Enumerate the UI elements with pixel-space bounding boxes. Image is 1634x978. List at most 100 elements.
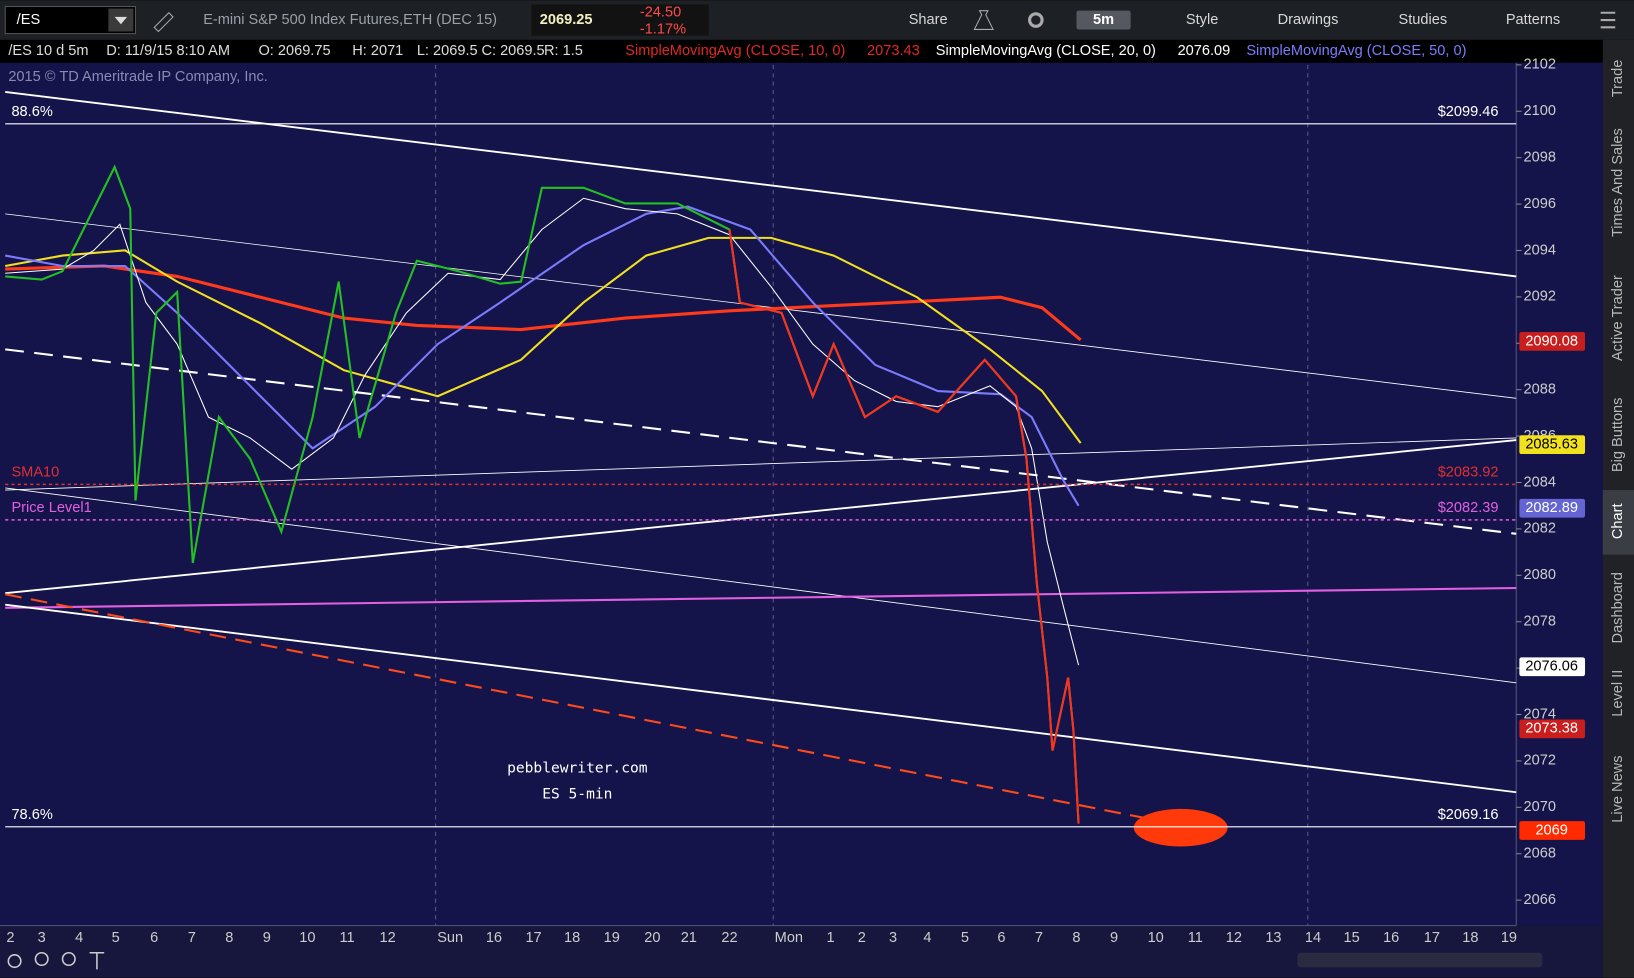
price-path: [728, 229, 1080, 824]
level-label: SMA10: [11, 465, 59, 481]
study-label: SimpleMovingAvg (CLOSE, 20, 0): [936, 43, 1156, 59]
x-tick-label: 3: [889, 930, 897, 946]
info-item: L: 2069.5: [417, 43, 478, 59]
x-tick-label: 6: [997, 930, 1005, 946]
trend-line: [5, 91, 1517, 278]
x-tick-label: 14: [1305, 930, 1321, 946]
x-tick-label: 3: [38, 930, 46, 946]
symbol[interactable]: /ES: [17, 12, 41, 28]
zoom-in-icon[interactable]: [34, 951, 49, 967]
sidebar-tab[interactable]: Dashboard: [1610, 572, 1626, 643]
price-axis: [1516, 62, 1603, 926]
sidebar-tab[interactable]: Big Buttons: [1610, 398, 1626, 473]
x-tick-label: 20: [644, 930, 660, 946]
sidebar-tab[interactable]: Times And Sales: [1610, 128, 1626, 237]
timeframe[interactable]: 5m: [1093, 12, 1114, 28]
gear-icon[interactable]: [1028, 12, 1044, 28]
watermark: pebblewriter.com: [507, 759, 648, 776]
text-icon[interactable]: [89, 951, 105, 970]
x-tick-label: 7: [1035, 930, 1043, 946]
x-tick-label: 16: [1383, 930, 1399, 946]
toolbar-button[interactable]: Patterns: [1506, 12, 1560, 28]
sma-line: [5, 236, 1082, 444]
toolbar-button[interactable]: Share: [909, 12, 948, 28]
study-value: 2076.09: [1178, 43, 1231, 59]
trend-line: [5, 593, 1147, 820]
sma-line: [5, 197, 1080, 666]
y-tick-label: 2100: [1524, 103, 1556, 119]
x-tick-label: 22: [721, 930, 737, 946]
info-item: C: 2069.5: [481, 43, 544, 59]
x-tick-label: Sun: [437, 930, 463, 946]
y-tick-label: 2072: [1524, 753, 1556, 769]
info-bar: [0, 39, 1603, 63]
x-tick-label: 6: [150, 930, 158, 946]
y-tick-label: 2084: [1524, 474, 1556, 490]
x-tick-label: 18: [564, 930, 580, 946]
y-tick-label: 2082: [1524, 521, 1556, 537]
price-tag: [1519, 435, 1586, 455]
trend-line: [5, 586, 1517, 609]
y-tick-label: 2080: [1524, 567, 1556, 583]
x-tick-label: 8: [1072, 930, 1080, 946]
info-item: R: 1.5: [544, 43, 583, 59]
y-tick-label: 2094: [1524, 242, 1556, 258]
pencil-icon[interactable]: [153, 12, 174, 33]
y-tick-label: 2066: [1524, 892, 1556, 908]
price-tag: [1519, 332, 1586, 351]
toolbar-button[interactable]: Drawings: [1278, 12, 1339, 28]
sidebar-active: [1602, 490, 1634, 555]
y-tick-label: 2098: [1524, 150, 1556, 166]
price-tag-label: 2085.63: [1525, 437, 1578, 453]
timeframe-box[interactable]: [1076, 10, 1131, 30]
level-label: 78.6%: [11, 807, 52, 823]
toolbar-button[interactable]: Studies: [1398, 12, 1447, 28]
level-price: $2069.16: [1438, 807, 1499, 823]
sidebar-tab[interactable]: Live News: [1610, 755, 1626, 822]
scrollbar[interactable]: [1297, 952, 1543, 968]
level-label: 88.6%: [11, 104, 52, 120]
trend-line: [5, 439, 1517, 595]
y-tick-label: 2102: [1524, 57, 1556, 73]
x-tick-label: 5: [112, 930, 120, 946]
pan-icon[interactable]: [7, 954, 22, 969]
x-tick-label: 13: [1265, 930, 1281, 946]
x-tick-label: 11: [339, 930, 354, 946]
x-tick-label: 18: [1462, 930, 1478, 946]
x-tick-label: Mon: [775, 930, 803, 946]
sidebar-tab[interactable]: Chart: [1610, 503, 1626, 539]
trend-line: [5, 437, 1517, 491]
x-tick-label: 7: [188, 930, 196, 946]
x-tick-label: 19: [604, 930, 620, 946]
price-tag-label: 2076.06: [1525, 659, 1578, 675]
menu-icon[interactable]: [1600, 11, 1616, 29]
zoom-controls[interactable]: [7, 951, 105, 970]
price-tag-label: 2073.38: [1525, 721, 1578, 737]
x-tick-label: 19: [1501, 930, 1517, 946]
copyright: 2015 © TD Ameritrade IP Company, Inc.: [8, 69, 268, 85]
sidebar-tab[interactable]: Active Trader: [1610, 275, 1626, 361]
info-item: D: 11/9/15 8:10 AM: [106, 43, 230, 59]
toolbar-button[interactable]: Style: [1186, 12, 1218, 28]
level-price: $2099.46: [1438, 104, 1499, 120]
level-price: $2083.92: [1438, 465, 1499, 481]
x-tick-label: 2: [858, 930, 866, 946]
sma-line: [5, 264, 1082, 342]
x-tick-label: 15: [1343, 930, 1359, 946]
x-tick-label: 4: [75, 930, 83, 946]
y-tick-label: 2074: [1524, 706, 1556, 722]
trend-line: [5, 213, 1517, 399]
x-tick-label: 21: [681, 930, 697, 946]
flask-icon[interactable]: [973, 10, 994, 30]
description: E-mini S&P 500 Index Futures,ETH (DEC 15…: [203, 12, 497, 28]
toolbar: [0, 0, 1634, 40]
last-price: 2069.25: [540, 12, 593, 28]
zoom-out-icon[interactable]: [61, 951, 76, 967]
info-item: O: 2069.75: [258, 43, 330, 59]
sidebar-tab[interactable]: Trade: [1610, 60, 1626, 98]
sidebar-tab[interactable]: Level II: [1610, 670, 1626, 717]
x-tick-label: 2: [6, 930, 14, 946]
y-tick-label: 2078: [1524, 614, 1556, 630]
